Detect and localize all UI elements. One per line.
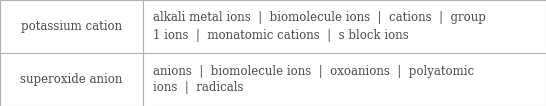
Text: superoxide anion: superoxide anion bbox=[20, 73, 123, 86]
Text: anions  |  biomolecule ions  |  oxoanions  |  polyatomic
ions  |  radicals: anions | biomolecule ions | oxoanions | … bbox=[153, 64, 474, 95]
Text: alkali metal ions  |  biomolecule ions  |  cations  |  group
1 ions  |  monatomi: alkali metal ions | biomolecule ions | c… bbox=[153, 11, 486, 42]
Text: potassium cation: potassium cation bbox=[21, 20, 122, 33]
